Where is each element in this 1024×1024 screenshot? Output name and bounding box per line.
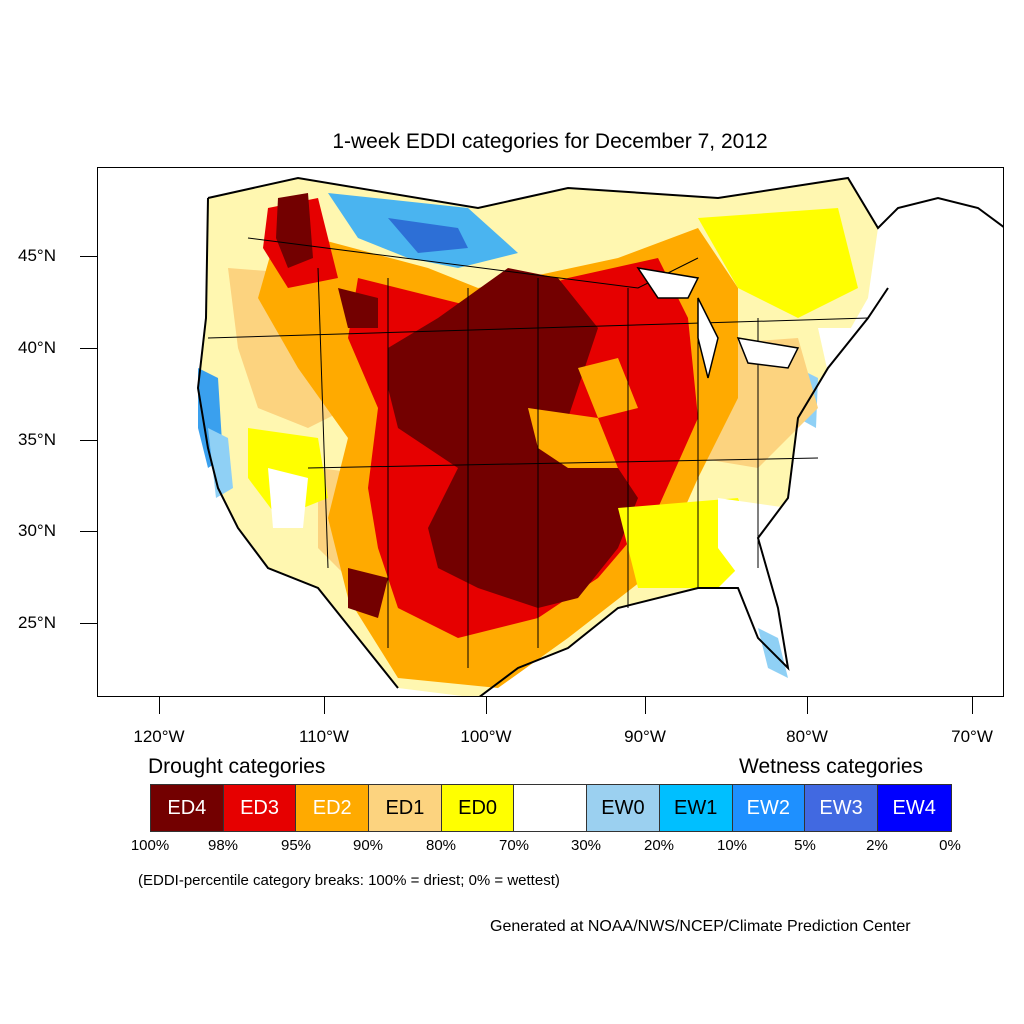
coastline (196, 176, 1003, 696)
ed0-region-northeast (698, 208, 858, 318)
lon-label-70: 70°W (951, 727, 993, 746)
lat-label-25: 25°N (18, 613, 56, 632)
lon-label-90: 90°W (624, 727, 666, 746)
lat-label-45: 45°N (18, 246, 56, 265)
lon-tick-80 (807, 697, 808, 714)
break-label: 95% (280, 837, 312, 854)
ed4-region-northwest (276, 193, 313, 268)
lon-tick-120 (159, 697, 160, 714)
lat-label-40: 40°N (18, 338, 56, 357)
lon-tick-90 (645, 697, 646, 714)
ed4-region-plains (388, 268, 638, 608)
lon-tick-70 (972, 697, 973, 714)
break-label: 30% (570, 837, 602, 854)
ed2-region-iowa (578, 358, 638, 418)
break-label: 10% (716, 837, 748, 854)
legend-box-ew4: EW4 (877, 785, 951, 831)
lon-tick-100 (486, 697, 487, 714)
lon-label-120: 120°W (133, 727, 185, 746)
break-label: 98% (207, 837, 239, 854)
legend-colorbar: ED4 ED3 ED2 ED1 ED0 EW0 EW1 EW2 EW3 EW4 (150, 784, 952, 832)
legend-note: (EDDI-percentile category breaks: 100% =… (138, 872, 560, 889)
ed2-region-kansas (528, 408, 618, 468)
drought-heading: Drought categories (148, 755, 326, 778)
legend-box-ed4: ED4 (151, 785, 224, 831)
break-label: 80% (425, 837, 457, 854)
lon-tick-110 (324, 697, 325, 714)
lat-tick-30 (80, 531, 97, 532)
credit-line: Generated at NOAA/NWS/NCEP/Climate Predi… (490, 918, 911, 935)
eddi-map (97, 167, 1004, 697)
great-lakes (636, 266, 800, 379)
lat-tick-40 (80, 348, 97, 349)
legend-box-ed0: ED0 (441, 785, 515, 831)
legend-box-ed1: ED1 (369, 785, 442, 831)
ed4-region-idaho (338, 288, 378, 328)
lon-label-80: 80°W (786, 727, 828, 746)
lon-label-110: 110°W (299, 727, 349, 746)
legend-box-ew3: EW3 (805, 785, 878, 831)
lat-label-35: 35°N (18, 430, 56, 449)
map-title: 1-week EDDI categories for December 7, 2… (332, 130, 768, 153)
break-label: 20% (643, 837, 675, 854)
ed4-region-south-texas (348, 568, 388, 618)
break-label: 100% (130, 837, 170, 854)
lat-tick-35 (80, 440, 97, 441)
break-label: 2% (866, 837, 888, 854)
wet-region-core (388, 218, 468, 253)
legend-box-ew2: EW2 (732, 785, 806, 831)
break-label: 70% (498, 837, 530, 854)
legend-box-ed2: ED2 (296, 785, 370, 831)
legend-box-ed3: ED3 (223, 785, 297, 831)
lon-label-100: 100°W (460, 727, 512, 746)
break-label: 0% (939, 837, 961, 854)
legend-box-ew1: EW1 (659, 785, 733, 831)
lat-tick-25 (80, 623, 97, 624)
eddi-map-graphic (196, 176, 1003, 696)
break-label: 90% (352, 837, 384, 854)
state-boundaries (207, 237, 869, 668)
wetness-heading: Wetness categories (739, 755, 924, 778)
legend-box-ew0: EW0 (587, 785, 660, 831)
wet-region-california (208, 428, 233, 498)
break-label: 5% (794, 837, 816, 854)
neutral-region-nevada (268, 468, 308, 528)
legend-box-neutral (514, 785, 588, 831)
lat-label-30: 30°N (18, 521, 56, 540)
lat-tick-45 (80, 256, 97, 257)
